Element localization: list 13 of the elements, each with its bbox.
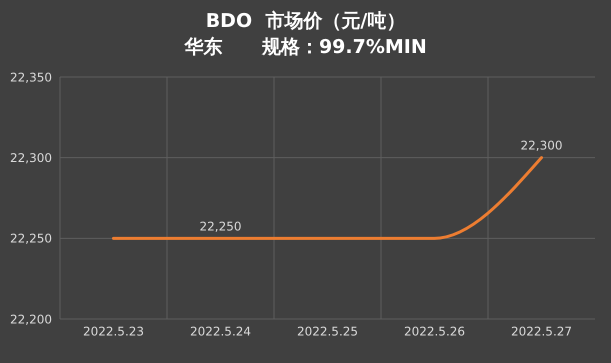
y-tick-label: 22,250 xyxy=(10,232,52,246)
chart-title: BDO 市场价（元/吨） xyxy=(204,9,406,34)
y-tick-label: 22,200 xyxy=(10,312,52,326)
y-tick-label: 22,300 xyxy=(10,150,52,165)
data-label: 22,250 xyxy=(200,219,242,234)
x-tick-label: 2022.5.25 xyxy=(296,324,358,339)
y-tick-label: 22,350 xyxy=(10,70,52,84)
x-tick-label: 2022.5.23 xyxy=(82,324,144,339)
x-tick-label: 2022.5.26 xyxy=(404,324,466,339)
data-label: 22,300 xyxy=(520,138,562,153)
chart-subtitle: 华东 规格：99.7%MIN xyxy=(183,35,428,60)
x-tick-label: 2022.5.27 xyxy=(510,324,572,339)
x-tick-label: 2022.5.24 xyxy=(190,324,252,339)
